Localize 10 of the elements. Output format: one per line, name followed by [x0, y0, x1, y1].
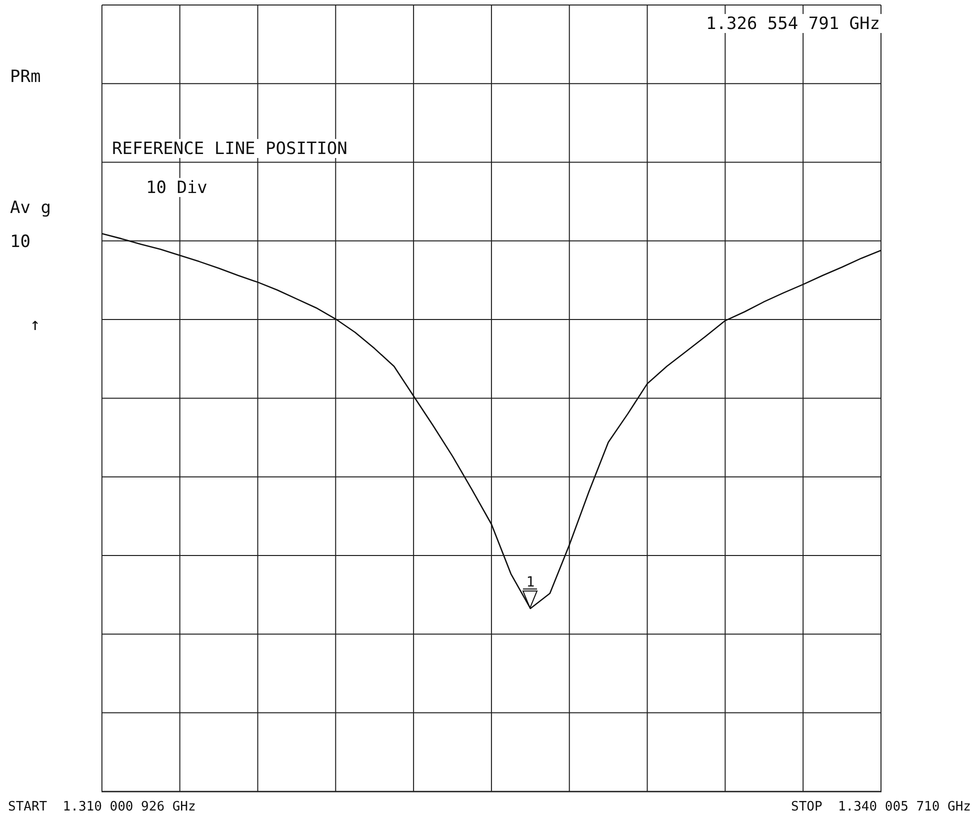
text: 1.326 554 791 GHz: [706, 14, 880, 34]
text: 10: [10, 232, 30, 252]
text: Av g: [10, 198, 51, 218]
x-tick-label: STOP 1.340 005 710 GHz: [790, 800, 971, 815]
x-tick-label: START 1.310 000 926 GHz: [8, 800, 196, 815]
text: ↑: [30, 315, 40, 335]
text: PRm: [10, 67, 41, 87]
text: 10 Div: [146, 178, 208, 198]
text: REFERENCE LINE POSITION: [112, 139, 348, 159]
annotation: 1: [526, 574, 535, 590]
